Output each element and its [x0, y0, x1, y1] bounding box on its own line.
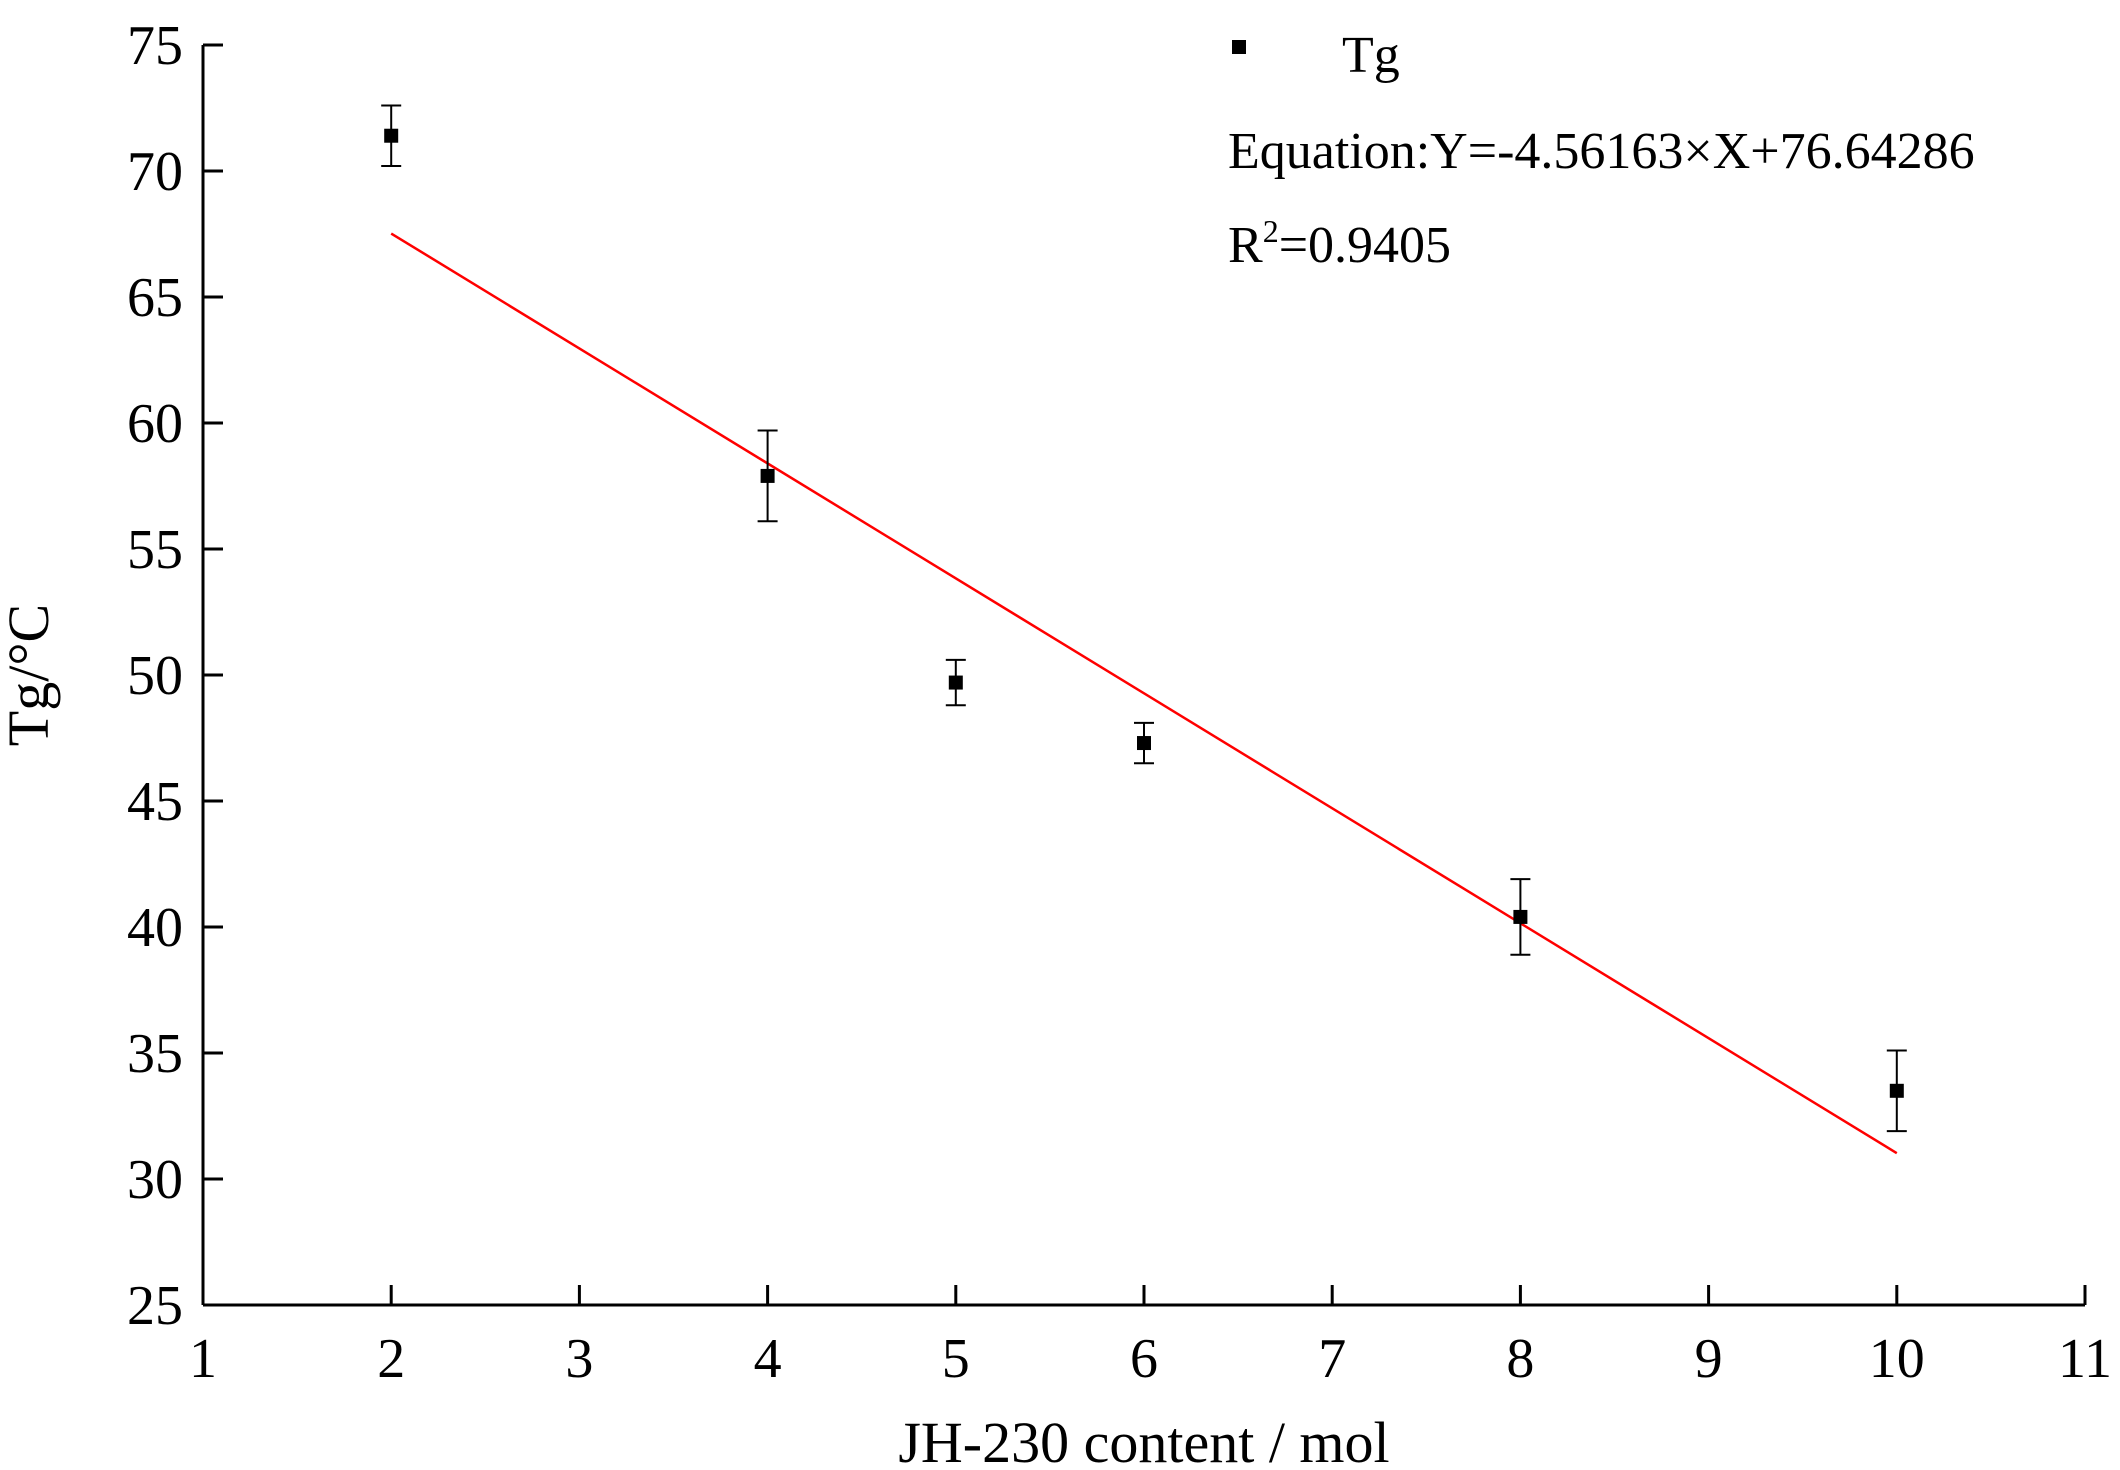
equation-prefix: Equation:Y=-4.56163 — [1228, 123, 1683, 180]
x-tick-label: 9 — [1695, 1328, 1723, 1390]
equation-times: × — [1683, 123, 1712, 180]
x-tick-label: 6 — [1130, 1328, 1158, 1390]
x-tick-label: 3 — [565, 1328, 593, 1390]
y-tick-label: 65 — [127, 267, 183, 329]
x-tick-label: 10 — [1869, 1328, 1925, 1390]
x-tick-label: 4 — [754, 1328, 782, 1390]
x-tick-label: 8 — [1506, 1328, 1534, 1390]
y-tick-label: 70 — [127, 141, 183, 203]
data-marker — [384, 128, 399, 143]
legend-marker-tg — [1232, 40, 1246, 54]
data-point — [945, 658, 966, 707]
r-squared: R2=0.9405 — [1228, 213, 1451, 274]
data-point — [1886, 1049, 1907, 1133]
y-tick-label: 75 — [127, 15, 183, 77]
r-label: R — [1228, 217, 1263, 274]
data-marker — [1137, 736, 1151, 751]
legend: Tg — [1232, 27, 1400, 84]
r-value: =0.9405 — [1279, 217, 1451, 274]
data-marker — [1513, 909, 1528, 924]
series-layer — [381, 104, 1907, 1133]
y-tick-label: 55 — [127, 519, 183, 581]
data-point — [381, 104, 402, 167]
y-tick-label: 60 — [127, 393, 183, 455]
x-tick-label: 2 — [377, 1328, 405, 1390]
x-tick-label: 11 — [2058, 1328, 2112, 1390]
equation-plus: + — [1750, 123, 1779, 180]
data-marker — [1889, 1083, 1904, 1098]
plot-frame — [201, 45, 2085, 1307]
data-point — [1510, 878, 1531, 956]
legend-label-tg: Tg — [1342, 27, 1400, 84]
x-axis-title: JH-230 content / mol — [898, 1410, 1389, 1470]
y-tick-label: 25 — [127, 1275, 183, 1337]
x-tick-label: 5 — [942, 1328, 970, 1390]
equation-suffix: 76.64286 — [1780, 123, 1975, 180]
y-axis-title: Tg/°C — [0, 604, 61, 746]
x-tick-label: 7 — [1318, 1328, 1346, 1390]
y-tick-label: 30 — [127, 1149, 183, 1211]
equation-x: X — [1713, 123, 1751, 180]
data-marker — [948, 675, 963, 690]
x-axis-ticks: 1 2 3 4 5 6 7 8 9 10 11 — [189, 1285, 2112, 1390]
data-marker — [760, 468, 775, 483]
fit-layer — [390, 232, 1898, 1155]
y-tick-label: 45 — [127, 771, 183, 833]
r-superscript: 2 — [1263, 213, 1279, 249]
fit-equation: Equation:Y=-4.56163×X+76.64286 — [1228, 123, 1975, 180]
fit-line — [390, 232, 1898, 1155]
y-axis-ticks: 25 30 35 40 45 50 55 60 65 70 75 — [127, 15, 223, 1337]
y-tick-label: 40 — [127, 897, 183, 959]
data-point — [757, 429, 778, 523]
x-tick-label: 1 — [189, 1328, 217, 1390]
y-tick-label: 50 — [127, 645, 183, 707]
y-tick-label: 35 — [127, 1023, 183, 1085]
data-point — [1134, 721, 1154, 765]
